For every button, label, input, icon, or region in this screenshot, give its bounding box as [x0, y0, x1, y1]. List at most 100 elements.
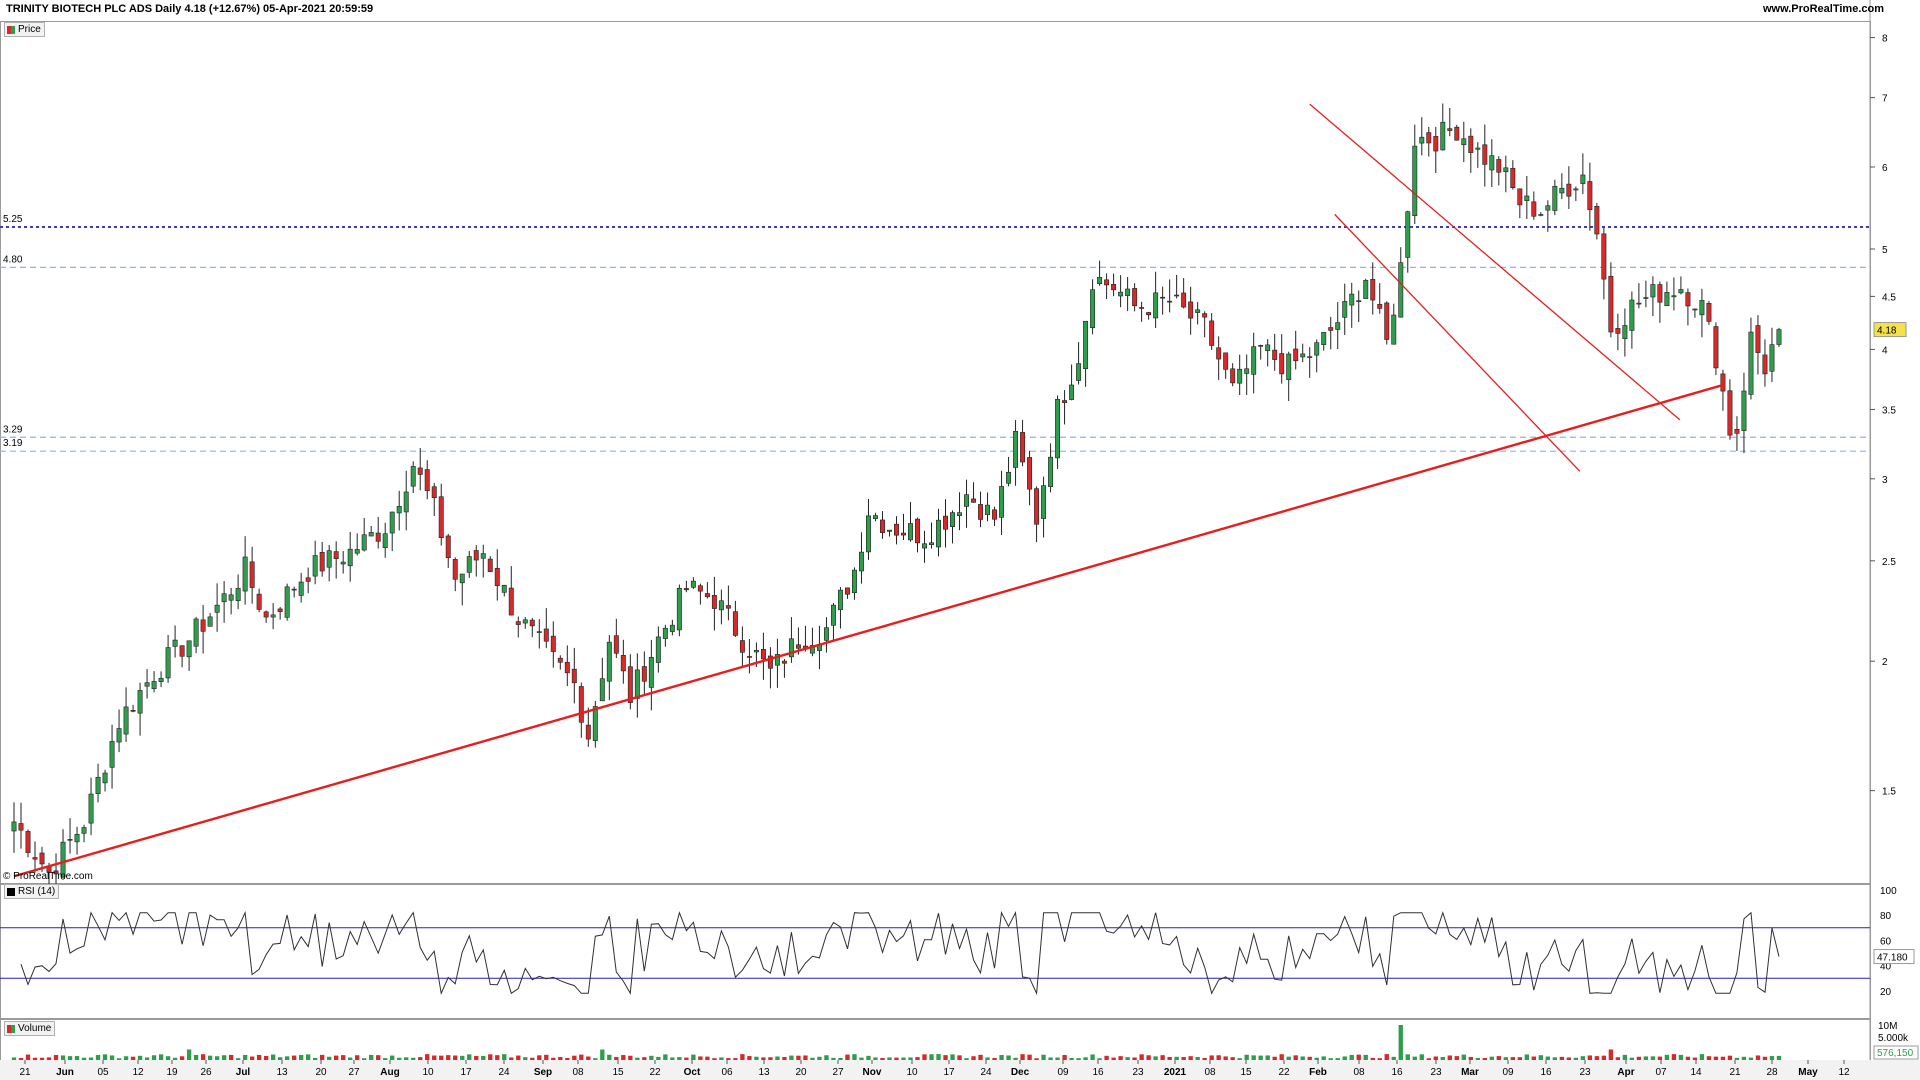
volume-bar [1615, 1057, 1621, 1060]
candle-body [1748, 331, 1754, 395]
volume-bar [1188, 1056, 1193, 1060]
candle-body [67, 839, 73, 841]
candle-body [1293, 348, 1299, 362]
volume-panel-tag[interactable]: Volume [4, 1021, 56, 1036]
volume-bar [362, 1058, 367, 1060]
date-tick-label: 05 [97, 1067, 109, 1078]
rsi-line [20, 910, 1780, 996]
volume-bar [1293, 1055, 1298, 1060]
candle-body [368, 532, 374, 537]
candle-body [557, 657, 563, 663]
date-tick-label: 08 [1353, 1067, 1365, 1078]
volume-bar [1601, 1055, 1607, 1060]
candle-body [1657, 284, 1663, 303]
date-tick-label: Dec [1011, 1067, 1030, 1078]
volume-bar [943, 1055, 948, 1060]
date-tick-label: 23 [1430, 1067, 1442, 1078]
last-price-badge [1873, 322, 1907, 338]
volume-bar [1685, 1056, 1691, 1060]
date-tick-label: 28 [1766, 1067, 1778, 1078]
candle-body [774, 654, 780, 666]
volume-bar [256, 1054, 262, 1060]
volume-bar [418, 1057, 423, 1060]
source-url[interactable]: www.ProRealTime.com [1762, 3, 1884, 15]
candle-body [284, 586, 290, 618]
volume-bar [635, 1057, 640, 1060]
volume-bar [1020, 1054, 1025, 1060]
price-color-icon [7, 25, 15, 34]
volume-bar [369, 1054, 374, 1060]
volume-bar [467, 1054, 472, 1060]
candle-body [1209, 320, 1215, 346]
candle-body [858, 551, 864, 572]
candle-body [438, 496, 444, 539]
candle-body [1034, 488, 1040, 525]
candle-body [326, 550, 332, 568]
volume-bar [796, 1055, 801, 1060]
volume-bar [488, 1054, 493, 1060]
volume-bar [852, 1054, 857, 1060]
rsi-color-icon [7, 887, 15, 896]
candle-body [564, 661, 570, 674]
volume-bar [964, 1058, 969, 1060]
candle-body [424, 469, 430, 491]
candle-body [957, 512, 962, 516]
candle-body [788, 638, 794, 658]
candle-body [1671, 295, 1677, 298]
volume-bar [1748, 1057, 1754, 1060]
candle-body [270, 614, 276, 618]
candle-body [1713, 326, 1719, 369]
volume-bar [1692, 1057, 1698, 1060]
volume-bar [1622, 1054, 1628, 1060]
price-panel-tag[interactable]: Price [4, 22, 45, 37]
candle-body [1482, 144, 1488, 165]
candle-body [291, 588, 297, 591]
candle-body [382, 533, 388, 548]
volume-bar [1650, 1056, 1656, 1060]
candle-body [1524, 195, 1530, 201]
volume-bar [782, 1057, 787, 1060]
date-tick-label: 15 [1240, 1067, 1252, 1078]
candle-body [186, 640, 192, 658]
candle-body [1265, 344, 1271, 351]
candle-body [459, 573, 465, 584]
date-tick-label: Aug [380, 1067, 399, 1078]
trendline-channel-upper [1309, 103, 1681, 421]
rsi-tick-label: 40 [1880, 962, 1892, 973]
date-tick-label: 22 [1278, 1067, 1290, 1078]
candle-body [480, 553, 486, 559]
volume-bar [971, 1056, 976, 1060]
candle-body [39, 852, 45, 865]
candle-body [760, 649, 766, 660]
candle-body [1090, 289, 1096, 329]
date-tick-label: 10 [422, 1067, 434, 1078]
volume-bar [1062, 1054, 1067, 1060]
volume-bar [411, 1057, 416, 1060]
candle-body [172, 639, 178, 647]
volume-bar [1251, 1055, 1256, 1060]
candle-body [865, 515, 871, 553]
volume-bar [425, 1054, 430, 1060]
volume-bar [1454, 1056, 1459, 1060]
date-tick-label: 26 [200, 1067, 212, 1078]
volume-bar [1636, 1056, 1642, 1060]
candle-body [585, 724, 591, 740]
candle-body [1664, 292, 1670, 307]
candle-body [901, 532, 906, 536]
candle-body [389, 511, 395, 534]
candle-body [837, 589, 843, 611]
candle-body [319, 552, 325, 572]
volume-bar [474, 1055, 479, 1060]
candle-body [725, 605, 731, 609]
volume-bar [1531, 1056, 1537, 1060]
volume-bar [768, 1057, 773, 1060]
candle-body [529, 619, 535, 627]
volume-bar [859, 1057, 864, 1060]
level-label: 4.80 [3, 254, 23, 265]
rsi-panel-tag[interactable]: RSI (14) [4, 884, 60, 899]
candle-body [1132, 288, 1138, 307]
candle-body [950, 512, 955, 527]
candle-body [1076, 363, 1082, 381]
volume-bar [1594, 1056, 1600, 1060]
